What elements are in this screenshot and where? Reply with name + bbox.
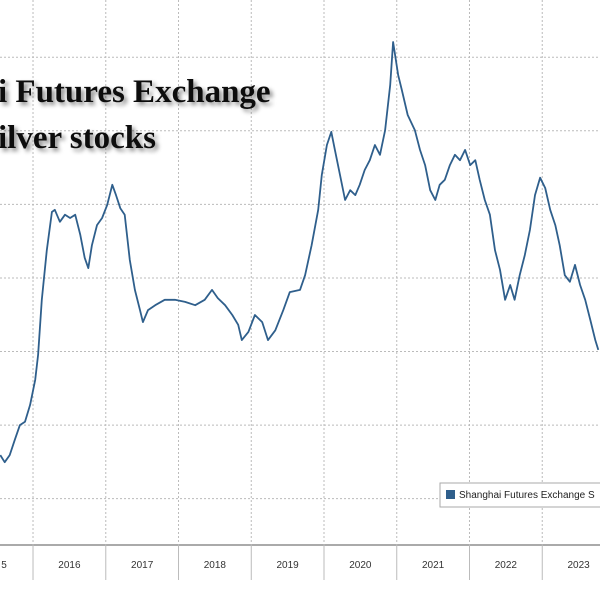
x-tick-label: 2020 <box>349 560 372 571</box>
legend-label: Shanghai Futures Exchange S <box>459 490 595 501</box>
x-tick-label: 2022 <box>495 560 518 571</box>
x-tick-label: 2016 <box>58 560 81 571</box>
x-tick-label: 2017 <box>131 560 154 571</box>
legend-swatch <box>446 490 455 499</box>
x-tick-label: 2019 <box>277 560 300 571</box>
series-line <box>0 41 600 464</box>
legend-box <box>439 482 600 508</box>
x-tick-label: 2023 <box>567 560 590 571</box>
x-tick-label: 2021 <box>422 560 445 571</box>
chart-title: ilver stocks <box>0 120 156 156</box>
chart-title: i Futures Exchange <box>0 74 271 110</box>
legend: Shanghai Futures Exchange S <box>439 482 600 508</box>
x-tick-label: 2018 <box>204 560 227 571</box>
x-tick-label: 5 <box>1 560 7 571</box>
